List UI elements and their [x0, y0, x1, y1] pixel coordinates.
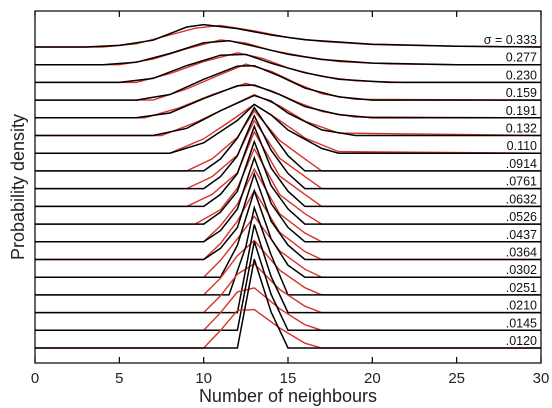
x-tick-label: 10	[195, 370, 212, 387]
curve-label: .0437	[506, 228, 537, 242]
red-curve	[35, 130, 541, 208]
black-curve	[35, 155, 541, 243]
black-curve	[35, 188, 541, 278]
black-curve	[35, 113, 541, 190]
red-curve	[35, 215, 541, 278]
x-tick-label: 15	[280, 370, 297, 387]
black-curve	[35, 241, 541, 332]
curve-label: 0.159	[506, 86, 537, 100]
curve-label: 0.110	[507, 139, 537, 153]
y-axis-label: Probability density	[8, 114, 28, 260]
black-curve	[35, 106, 541, 172]
curve-label: .0120	[506, 334, 537, 348]
curve-label: 0.132	[506, 122, 537, 136]
curve-label: .0251	[506, 281, 537, 295]
x-tick-label: 30	[533, 370, 550, 387]
x-tick-label: 5	[115, 370, 123, 387]
x-axis-label: Number of neighbours	[199, 386, 377, 406]
x-tick-label: 0	[31, 370, 39, 387]
curve-label: .0914	[506, 157, 537, 171]
curve-label: .0145	[506, 316, 537, 330]
black-curve	[35, 124, 541, 208]
red-curve	[35, 39, 541, 66]
curve-label: .0364	[506, 245, 537, 259]
black-curve	[35, 53, 541, 84]
black-curve	[35, 139, 541, 225]
red-curve	[35, 119, 541, 190]
curve-label: 0.277	[506, 51, 537, 65]
curve-label: .0526	[506, 210, 537, 224]
red-curve	[35, 239, 541, 296]
x-axis-ticks: 0 5 10 15 20 25 30	[31, 11, 550, 387]
red-curve	[35, 147, 541, 225]
curve-label: σ = 0.333	[484, 33, 537, 47]
x-tick-label: 25	[448, 370, 465, 387]
black-curve	[35, 171, 541, 261]
black-curve	[35, 64, 541, 101]
curve-label: .0302	[506, 263, 537, 277]
red-curve	[35, 24, 542, 48]
red-curve	[35, 262, 541, 314]
x-tick-label: 20	[364, 370, 381, 387]
black-curve	[35, 94, 541, 137]
red-curve	[35, 287, 541, 331]
black-curve	[35, 224, 541, 314]
curve-label: .0632	[506, 192, 537, 206]
black-curve	[35, 84, 541, 119]
red-curve	[35, 109, 541, 172]
red-curve	[35, 308, 541, 349]
black-curve	[35, 103, 541, 154]
black-curve	[35, 39, 541, 66]
black-curve	[35, 23, 542, 48]
red-curve	[35, 167, 541, 243]
black-curve	[35, 258, 541, 349]
curve-label: .0210	[506, 299, 537, 313]
curve-labels: σ = 0.333 0.277 0.230 0.159 0.191 0.132 0.110.…	[484, 33, 537, 348]
curve-group	[35, 23, 542, 349]
curve-label: 0.191	[506, 104, 537, 118]
curve-label: .0761	[506, 175, 537, 189]
curve-label: 0.230	[506, 68, 537, 82]
